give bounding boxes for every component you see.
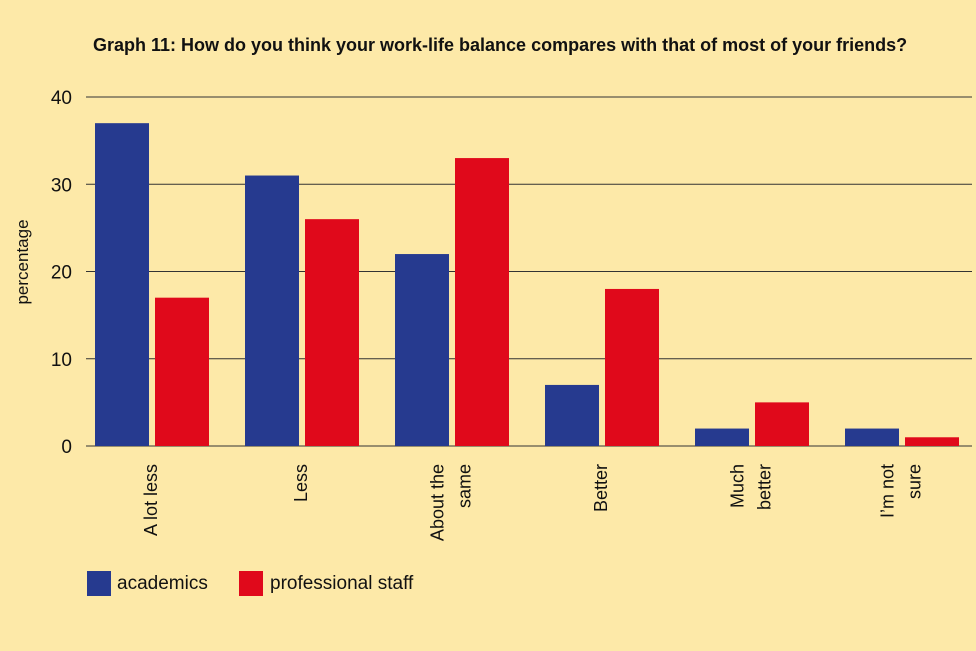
- bar-academics-1: [245, 175, 299, 446]
- y-tick-label: 30: [51, 175, 72, 196]
- bars: [95, 123, 959, 447]
- bar-academics-5: [845, 428, 899, 446]
- x-axis-categories: A lot less Less About the same Better Much bet…: [141, 464, 925, 541]
- grid-lines: [86, 96, 972, 447]
- bar-professional-staff-1: [305, 219, 359, 446]
- bar-professional-staff-2: [455, 158, 509, 446]
- category-label: Much: [727, 464, 747, 508]
- bar-academics-3: [545, 384, 599, 446]
- chart-title: Graph 11: How do you think your work-lif…: [93, 35, 907, 55]
- bar-professional-staff-4: [755, 402, 809, 446]
- legend: academics professional staff: [87, 571, 414, 596]
- y-axis-ticks: 0 10 20 30 40: [51, 88, 72, 458]
- legend-swatch-academics: [87, 571, 111, 596]
- legend-label: professional staff: [270, 573, 414, 594]
- category-label: Less: [291, 464, 311, 502]
- bar-professional-staff-0: [155, 297, 209, 446]
- y-axis-title: percentage: [13, 219, 32, 304]
- category-label: Better: [591, 464, 611, 512]
- legend-label: academics: [117, 573, 208, 594]
- bar-academics-0: [95, 123, 149, 447]
- y-tick-label: 10: [51, 350, 72, 371]
- category-label: A lot less: [141, 464, 161, 536]
- category-label: I’m not: [877, 464, 897, 518]
- bar-professional-staff-5: [905, 437, 959, 446]
- legend-swatch-professional-staff: [239, 571, 263, 596]
- bar-professional-staff-3: [605, 288, 659, 446]
- category-label: About the: [427, 464, 447, 541]
- category-label: same: [454, 464, 474, 508]
- bar-academics-4: [695, 428, 749, 446]
- category-label: sure: [904, 464, 924, 499]
- y-tick-label: 40: [51, 88, 72, 109]
- y-tick-label: 20: [51, 263, 72, 284]
- bar-academics-2: [395, 254, 449, 446]
- y-tick-label: 0: [61, 437, 72, 458]
- category-label: better: [754, 464, 774, 510]
